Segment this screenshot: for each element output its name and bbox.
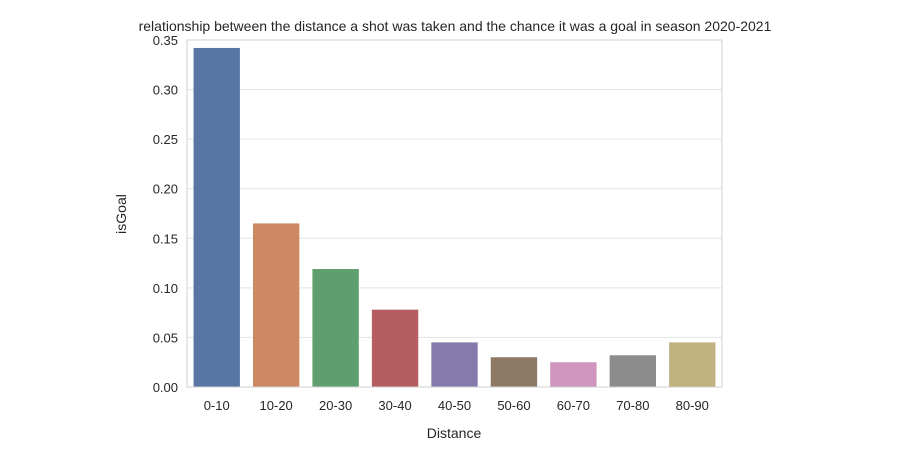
y-axis-label: isGoal xyxy=(113,194,129,234)
x-tick-label: 0-10 xyxy=(204,398,230,413)
x-tick-label: 70-80 xyxy=(616,398,649,413)
bar-80-90 xyxy=(669,342,716,387)
bar-0-10 xyxy=(193,47,240,387)
y-tick-label: 0.35 xyxy=(153,33,178,48)
bar-20-30 xyxy=(312,269,359,387)
x-tick-label: 20-30 xyxy=(319,398,352,413)
bar-40-50 xyxy=(431,342,478,387)
bar-60-70 xyxy=(550,362,597,387)
bar-50-60 xyxy=(490,357,538,387)
x-tick-label: 10-20 xyxy=(260,398,293,413)
y-tick-label: 0.25 xyxy=(153,132,178,147)
y-axis-ticks: 0.00 0.05 0.10 0.15 0.20 0.25 0.30 0.35 xyxy=(153,33,178,395)
x-tick-label: 80-90 xyxy=(676,398,709,413)
bar-30-40 xyxy=(371,309,419,387)
chart-title: relationship between the distance a shot… xyxy=(139,18,772,34)
x-axis-label: Distance xyxy=(427,425,482,441)
y-tick-label: 0.20 xyxy=(153,182,178,197)
x-tick-label: 50-60 xyxy=(497,398,530,413)
y-tick-label: 0.10 xyxy=(153,281,178,296)
bars xyxy=(193,47,716,387)
x-tick-label: 60-70 xyxy=(557,398,590,413)
y-tick-label: 0.05 xyxy=(153,330,178,345)
bar-70-80 xyxy=(609,355,657,387)
x-tick-label: 40-50 xyxy=(438,398,471,413)
y-tick-label: 0.15 xyxy=(153,231,178,246)
y-tick-label: 0.30 xyxy=(153,83,178,98)
x-axis-ticks: 0-10 10-20 20-30 30-40 40-50 50-60 60-70 70-80 8… xyxy=(204,398,709,413)
plot-frame xyxy=(186,39,723,388)
bar-10-20 xyxy=(252,223,300,387)
y-tick-label: 0.00 xyxy=(153,380,178,395)
x-tick-label: 30-40 xyxy=(378,398,411,413)
